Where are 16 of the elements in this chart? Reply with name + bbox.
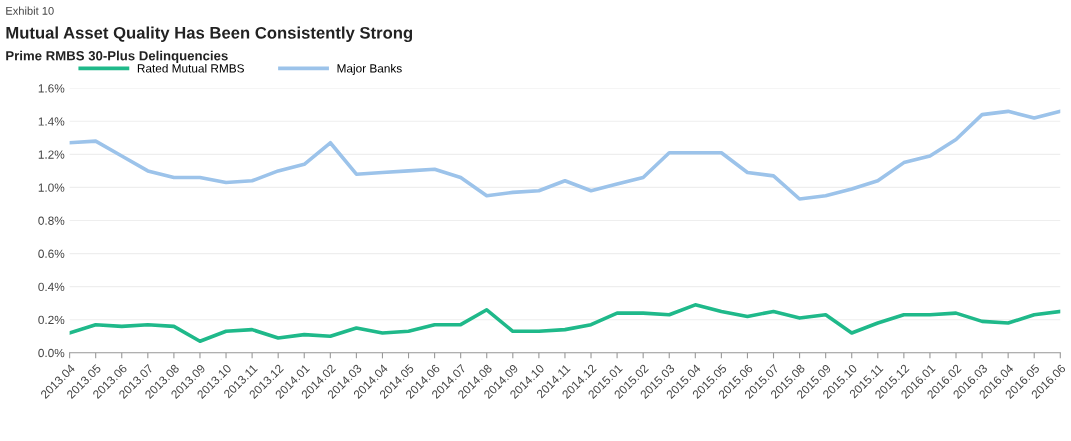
y-tick-label: 1.0% bbox=[38, 183, 65, 192]
y-tick-label: 0.4% bbox=[38, 282, 65, 292]
y-tick-label: 0.6% bbox=[38, 249, 65, 258]
y-tick-label: 0.2% bbox=[38, 315, 65, 325]
y-tick-label: 1.2% bbox=[38, 150, 65, 159]
y-tick-label: 1.4% bbox=[38, 117, 65, 126]
y-tick-label: 0.8% bbox=[38, 216, 65, 225]
line-series bbox=[69, 303, 1061, 344]
chart-title: Mutual Asset Quality Has Been Consistently Strong bbox=[6, 26, 413, 43]
legend-label: Rated Mutual RMBS bbox=[137, 63, 244, 73]
line-series bbox=[69, 109, 1061, 201]
text: Exhibit 10 bbox=[6, 6, 54, 15]
legend-label: Major Banks bbox=[337, 63, 402, 75]
y-tick-label: 0.0% bbox=[38, 348, 65, 358]
chart-subtitle: Prime RMBS 30-Plus Delinquencies bbox=[6, 50, 228, 64]
y-tick-label: 1.6% bbox=[38, 84, 65, 93]
